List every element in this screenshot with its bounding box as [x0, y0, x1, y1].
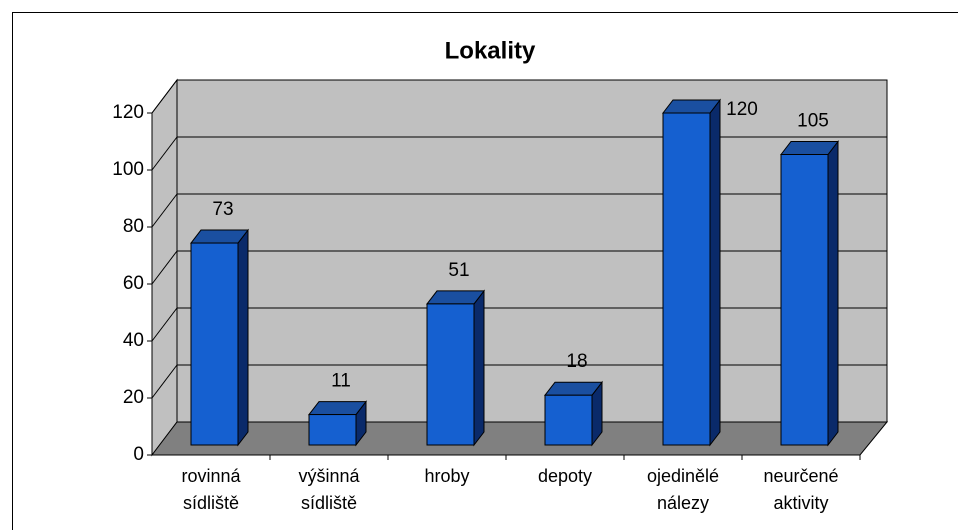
bar — [780, 154, 829, 446]
x-tick-label: depoty — [537, 466, 593, 486]
bar-top — [661, 99, 722, 114]
bar-top — [543, 381, 604, 396]
grid-line — [151, 307, 178, 342]
floor — [150, 421, 889, 456]
bar — [544, 394, 593, 446]
data-label: 18 — [566, 351, 587, 372]
bar — [308, 414, 357, 446]
x-tick-label: výšinná sídliště — [298, 466, 360, 513]
y-tick-label: 60 — [123, 273, 144, 294]
bar-side — [237, 228, 249, 447]
x-tick-label: hroby — [424, 466, 470, 486]
y-tick-label: 100 — [112, 159, 144, 180]
bar-side — [473, 289, 485, 447]
bar — [426, 303, 475, 446]
y-tick-label: 120 — [112, 102, 144, 123]
grid-line — [151, 136, 178, 171]
x-tick-label: neurčené aktivity — [763, 466, 839, 513]
data-label: 11 — [331, 371, 351, 392]
y-tick-label: 40 — [123, 330, 144, 351]
bar-top — [425, 290, 486, 305]
bar-top — [307, 401, 368, 416]
bar-top — [779, 141, 840, 155]
grid-line — [151, 250, 178, 285]
x-tick-label: ojedinělé nálezy — [646, 466, 720, 513]
data-label: 51 — [448, 260, 469, 281]
grid-line — [151, 79, 178, 114]
y-tick-label: 0 — [133, 444, 144, 465]
data-label: 105 — [797, 111, 829, 132]
data-label: 120 — [726, 99, 758, 120]
bar-side — [827, 140, 839, 447]
y-tick-label: 80 — [123, 216, 144, 237]
bar — [662, 112, 711, 446]
grid-line — [151, 364, 178, 399]
chart-title: Lokality — [445, 37, 536, 64]
grid-line — [151, 193, 178, 228]
bar-top — [189, 229, 250, 244]
data-label: 73 — [212, 199, 233, 220]
bar — [190, 242, 239, 446]
x-tick-label: rovinná sídliště — [181, 466, 241, 513]
bar-side — [709, 98, 721, 447]
y-tick-label: 20 — [123, 387, 144, 408]
